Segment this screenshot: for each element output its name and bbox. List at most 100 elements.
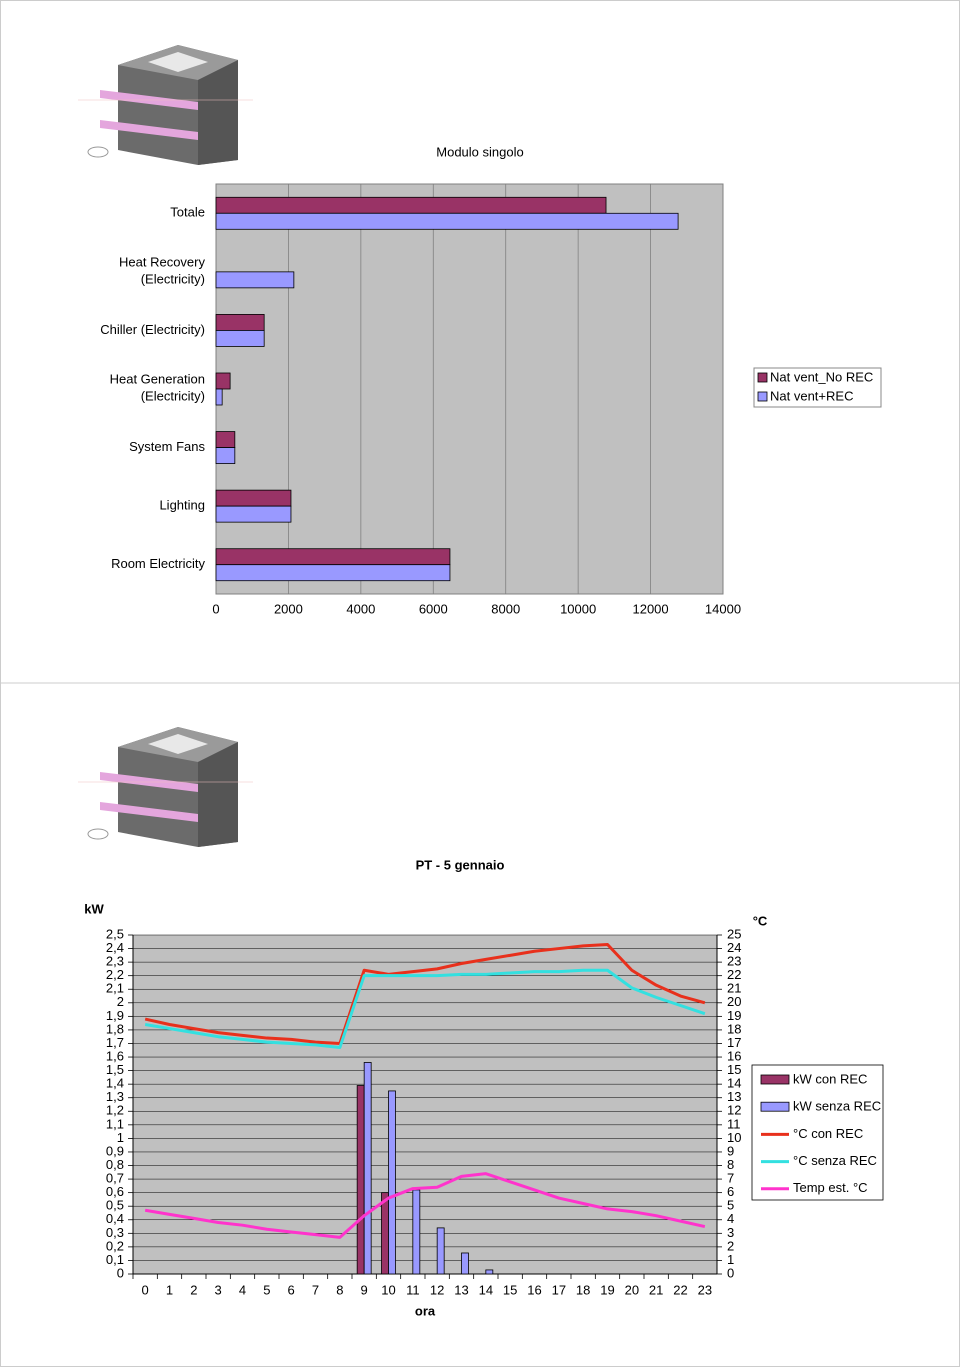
y2-tick-label: 19 [727, 1008, 741, 1023]
category-label: Lighting [159, 498, 205, 513]
x-tick-label: 6000 [419, 601, 448, 616]
legend-swatch [760, 1074, 790, 1085]
y2-tick-label: 21 [727, 981, 741, 996]
building-image [77, 721, 254, 848]
y-tick-label: 1,9 [106, 1008, 124, 1023]
x-tick-label: 10 [381, 1282, 395, 1297]
y-tick-label: 2,5 [106, 926, 124, 941]
x-tick-label: 17 [552, 1282, 566, 1297]
legend-label: Temp est. °C [793, 1180, 868, 1195]
y-tick-label: 2,1 [106, 981, 124, 996]
x-tick-label: 19 [600, 1282, 614, 1297]
bar [215, 505, 292, 523]
x-tick-label: 2 [190, 1282, 197, 1297]
category-label: Heat Recovery (Electricity) [119, 255, 205, 287]
y2-tick-label: 8 [727, 1157, 734, 1172]
x-tick-label: 4000 [346, 601, 375, 616]
bar [363, 1062, 372, 1275]
x-tick-label: 12000 [632, 601, 668, 616]
y-tick-label: 0,8 [106, 1157, 124, 1172]
y2-tick-label: 4 [727, 1211, 734, 1226]
category-label: System Fans [129, 439, 205, 454]
x-tick-label: 11 [406, 1282, 420, 1297]
x-tick-label: 12 [430, 1282, 444, 1297]
x-tick-label: 15 [503, 1282, 517, 1297]
y-tick-label: 1,3 [106, 1089, 124, 1104]
y2-tick-label: 11 [727, 1116, 741, 1131]
plot-area [133, 935, 717, 1274]
bar [215, 212, 679, 230]
legend-label: kW senza REC [793, 1099, 881, 1114]
chart-title: PT - 5 gennaio [416, 857, 505, 872]
x-tick-label: 2000 [274, 601, 303, 616]
x-tick-label: 9 [361, 1282, 368, 1297]
y-tick-label: 0,2 [106, 1238, 124, 1253]
x-tick-label: 14 [479, 1282, 493, 1297]
bar [356, 1085, 365, 1275]
category-label: Chiller (Electricity) [100, 322, 205, 337]
y2-tick-label: 2 [727, 1238, 734, 1253]
legend-box [751, 1064, 884, 1201]
category-label: Totale [170, 205, 205, 220]
legend-swatch [757, 391, 768, 402]
y-tick-label: 1,8 [106, 1021, 124, 1036]
line-series [144, 1172, 706, 1239]
bar [215, 447, 236, 464]
y2-tick-label: 15 [727, 1062, 741, 1077]
y-tick-label: 0,6 [106, 1184, 124, 1199]
y2-tick-label: 9 [727, 1143, 734, 1158]
bar [381, 1192, 389, 1275]
y2-tick-label: 23 [727, 954, 741, 969]
bar [485, 1269, 494, 1275]
y-axis-label: kW [84, 901, 104, 916]
bar [215, 196, 607, 214]
y-tick-label: 1,6 [106, 1048, 124, 1063]
category-label: Room Electricity [111, 556, 205, 571]
y-tick-label: 0,1 [106, 1252, 124, 1267]
x-tick-label: 23 [698, 1282, 712, 1297]
x-tick-label: 8 [336, 1282, 343, 1297]
x-tick-label: 4 [239, 1282, 246, 1297]
y-tick-label: 0,5 [106, 1198, 124, 1213]
y-tick-label: 2,2 [106, 967, 124, 982]
y2-tick-label: 20 [727, 994, 741, 1009]
bar [461, 1252, 469, 1275]
y2-tick-label: 17 [727, 1035, 741, 1050]
y2-tick-label: 0 [727, 1265, 734, 1280]
y-tick-label: 0 [117, 1265, 124, 1280]
legend-box [753, 367, 882, 408]
y-tick-label: 1,4 [106, 1076, 124, 1091]
chart-title: Modulo singolo [436, 144, 523, 159]
y2-tick-label: 12 [727, 1103, 741, 1118]
bar [215, 330, 265, 347]
x-tick-label: 7 [312, 1282, 319, 1297]
y-tick-label: 1,7 [106, 1035, 124, 1050]
y2-tick-label: 13 [727, 1089, 741, 1104]
legend-label: Nat vent_No REC [770, 369, 873, 384]
x-tick-label: 3 [215, 1282, 222, 1297]
y-tick-label: 0,4 [106, 1211, 124, 1226]
bar [215, 372, 231, 390]
x-tick-label: 16 [527, 1282, 541, 1297]
y-tick-label: 2,3 [106, 954, 124, 969]
bar [215, 564, 451, 582]
x-tick-label: 6 [288, 1282, 295, 1297]
legend-label: °C senza REC [793, 1153, 877, 1168]
legend-label: °C con REC [793, 1126, 863, 1141]
x-tick-label: 0 [142, 1282, 149, 1297]
legend-label: Nat vent+REC [770, 388, 853, 403]
y2-tick-label: 24 [727, 940, 741, 955]
line-series [144, 968, 706, 1050]
bar [215, 548, 451, 566]
x-tick-label: 8000 [491, 601, 520, 616]
y2-tick-label: 3 [727, 1225, 734, 1240]
y2-tick-label: 18 [727, 1021, 741, 1036]
y-tick-label: 0,7 [106, 1171, 124, 1186]
y-tick-label: 1,5 [106, 1062, 124, 1077]
x-axis-label: ora [415, 1303, 436, 1318]
y2-tick-label: 16 [727, 1048, 741, 1063]
x-tick-label: 18 [576, 1282, 590, 1297]
y-tick-label: 2 [117, 994, 124, 1009]
y2-axis-label: °C [753, 913, 768, 928]
